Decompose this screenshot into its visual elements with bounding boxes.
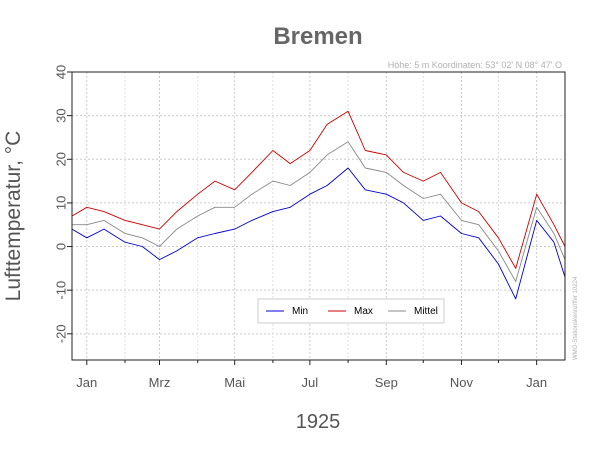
series-line-min <box>71 167 566 300</box>
y-tick-label: -10 <box>53 281 68 300</box>
x-tick-label: Jan <box>76 375 97 390</box>
source-note: WMO-Stationskennziffer 10224 <box>573 276 579 360</box>
series-line-max <box>71 110 566 269</box>
x-tick-label: Jul <box>302 375 319 390</box>
x-tick-label: Mai <box>224 375 245 390</box>
legend-box <box>257 298 445 324</box>
y-tick-label: 20 <box>53 152 68 166</box>
y-tick-label: 0 <box>53 243 68 250</box>
chart-title: Bremen <box>273 23 362 50</box>
legend: Min Max Mittel <box>257 298 445 324</box>
station-meta: Höhe: 5 m Koordinaten: 53° 02' N 08° 47'… <box>388 60 562 70</box>
legend-label-max: Max <box>354 306 373 317</box>
y-tick-label: 40 <box>53 65 68 79</box>
y-tick-label: -20 <box>53 324 68 343</box>
legend-label-min: Min <box>292 306 308 317</box>
x-tick-label: Sep <box>375 375 398 390</box>
legend-label-mittel: Mittel <box>414 306 438 317</box>
x-tick-label: Mrz <box>149 375 171 390</box>
x-axis-label: 1925 <box>296 411 341 433</box>
plot-frame <box>71 71 566 361</box>
y-axis-label: Lufttemperatur, °C <box>2 131 25 302</box>
x-tick-label: Jan <box>526 375 547 390</box>
y-tick-label: 10 <box>53 196 68 210</box>
series-line-mittel <box>72 141 566 282</box>
y-axis: -20 -10 0 10 20 30 40 <box>53 65 72 343</box>
series-layer <box>71 110 566 300</box>
x-tick-label: Nov <box>450 375 474 390</box>
y-tick-label: 30 <box>53 108 68 122</box>
x-axis: Jan Mrz Mai Jul Sep Nov Jan <box>76 360 547 390</box>
